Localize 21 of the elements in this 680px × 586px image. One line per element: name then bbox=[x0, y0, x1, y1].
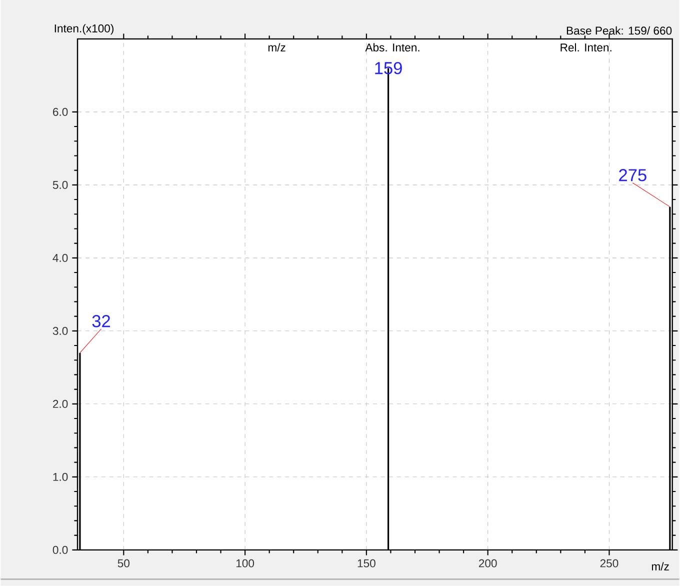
annotation: 159 bbox=[375, 62, 402, 74]
x-tick-label: 250 bbox=[600, 559, 618, 568]
annotation: 275 bbox=[619, 169, 646, 182]
annotation: Abs. Inten. bbox=[365, 43, 420, 52]
y-tick-label: 6.0 bbox=[53, 108, 68, 116]
y-tick-label: 2.0 bbox=[53, 400, 68, 408]
y-axis-title: Inten.(x100) bbox=[54, 24, 114, 35]
y-tick-label: 5.0 bbox=[52, 181, 68, 189]
y-tick-label: 3.0 bbox=[52, 327, 68, 335]
x-tick-label: 200 bbox=[478, 559, 497, 568]
x-tick-label: 50 bbox=[118, 559, 130, 568]
annotation: Rel. Inten. bbox=[560, 43, 612, 52]
annotation: 32 bbox=[92, 315, 110, 328]
y-tick-label: 4.0 bbox=[52, 254, 68, 262]
x-tick-label: 150 bbox=[358, 559, 376, 568]
x-tick-label: 100 bbox=[236, 559, 254, 568]
chart-subtitle: Base Peak: 159/ 660 bbox=[566, 26, 672, 35]
y-tick-label: 1.0 bbox=[53, 473, 68, 481]
x-axis-title: m/z bbox=[652, 562, 669, 571]
annotation: m/z bbox=[268, 43, 286, 52]
y-tick-label: 0.0 bbox=[52, 546, 68, 554]
